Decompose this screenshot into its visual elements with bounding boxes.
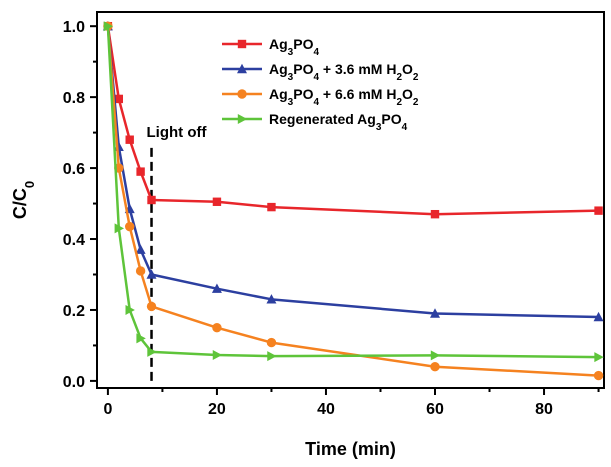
data-point [114,94,124,104]
legend-entry-2: Ag3PO4 + 3.6 mM H2O2 [222,61,419,83]
series-layer [102,20,604,381]
data-point [430,350,441,361]
text-part: 3 [288,47,294,58]
data-point [430,362,440,372]
data-point [593,370,604,381]
legend-entry-1: Ag3PO4 [222,36,319,58]
legend-label: Ag3PO4 [269,36,319,58]
text-part: 2 [413,72,419,83]
data-point [114,223,125,234]
text-part: 2 [396,97,402,108]
text-part: 4 [313,47,319,58]
y-tick-label: 0.4 [63,232,85,249]
legend-swatch-marker [237,89,247,99]
text-part: + 6.6 mM H [319,86,396,102]
x-tick-label: 0 [103,401,112,418]
legend-entry-3: Ag3PO4 + 6.6 mM H2O2 [222,86,419,108]
annotation-layer: Light off [147,124,208,381]
legend-swatch-marker [237,39,247,49]
data-point [594,206,603,215]
text-part: 3 [376,122,382,133]
data-point [125,304,135,315]
y-tick-label: 0.6 [63,161,85,178]
data-point [146,269,157,279]
data-point [212,350,223,361]
data-point [594,352,604,363]
legend-swatch-marker [237,63,247,74]
data-point [267,351,277,362]
text-part: PO [293,61,313,77]
text-part: 3 [288,72,294,83]
data-point [212,322,222,333]
text-part: PO [381,111,401,127]
data-point [136,333,146,344]
x-tick-label: 40 [317,401,335,418]
y-tick-label: 0.8 [63,90,85,107]
legend-label: Ag3PO4 + 6.6 mM H2O2 [269,86,419,108]
data-point [266,337,277,348]
text-part: Ag [269,36,288,52]
text-part: 3 [288,97,294,108]
text-part: + 3.6 mM H [319,61,396,77]
text-part: Regenerated Ag [269,111,376,127]
data-point [103,21,114,32]
series-4 [103,21,604,363]
y-tick-label: 0.0 [63,374,85,391]
y-tick-label: 1.0 [63,19,85,36]
plot-frame [96,11,605,389]
text-part: O [402,61,413,77]
data-point [125,221,135,232]
data-point [430,308,440,318]
legend-label: Regenerated Ag3PO4 [269,111,408,133]
text-part: 4 [313,97,319,108]
data-point [135,244,146,254]
data-point [211,283,222,293]
data-point [136,167,145,176]
data-point [267,202,276,212]
text-part: Ag [269,86,288,102]
data-point [212,197,222,206]
series-1 [103,21,603,219]
text-part: 4 [402,122,408,133]
data-point [266,294,277,304]
text-part: Ag [269,61,288,77]
text-part: PO [293,36,313,52]
legend-label: Ag3PO4 + 3.6 mM H2O2 [269,61,419,83]
text-part: 2 [413,97,419,108]
data-point [593,311,604,322]
x-axis-title: Time (min) [305,439,396,459]
x-tick-label: 20 [208,401,226,418]
data-point [430,209,440,219]
text-part: O [402,86,413,102]
text-part: 4 [313,72,319,83]
y-tick-label: 0.2 [63,303,85,320]
data-point [135,266,146,276]
x-tick-label: 60 [426,401,444,418]
legend-swatch-marker [237,114,248,124]
text-part: 2 [396,72,402,83]
y-axis-title: C/C0 [10,181,37,219]
data-point [147,195,156,205]
y-axis-title-base: C/C [10,188,30,219]
y-axis: 0.0 0.2 0.4 0.6 0.8 1.0 [63,19,97,391]
legend-entry-4: Regenerated Ag3PO4 [222,111,408,133]
text-part: PO [293,86,313,102]
data-point [146,301,157,312]
light-off-label: Light off [147,124,208,141]
y-axis-title-sub: 0 [22,181,37,188]
x-axis: 0 20 40 60 80 [103,388,600,418]
plot-border [96,11,605,389]
data-point [147,346,157,357]
data-point [125,135,134,144]
x-tick-label: 80 [535,401,553,418]
